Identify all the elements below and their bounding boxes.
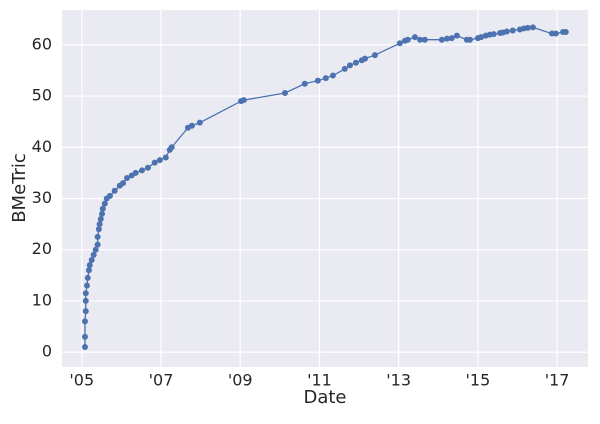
data-point [96,221,103,228]
y-tick-label: 50 [32,86,52,105]
x-tick-label: '09 [228,371,253,390]
data-point [188,122,195,129]
data-point [82,297,89,304]
data-point [156,157,163,164]
data-point [88,256,95,263]
data-point [421,36,428,43]
data-point [83,282,90,289]
data-point [453,32,460,39]
data-point [84,274,91,281]
data-point [478,34,485,41]
data-point [196,119,203,126]
data-point [132,169,139,176]
data-point [396,40,403,47]
data-point [90,251,97,258]
x-tick-label: '05 [69,371,94,390]
data-point [404,36,411,43]
data-point [240,97,247,104]
data-point [524,24,531,31]
x-tick-label: '15 [466,371,491,390]
data-point [95,226,102,233]
data-point [341,65,348,72]
data-point [111,187,118,194]
data-point [85,267,92,274]
data-point [81,344,88,351]
data-point [562,29,569,36]
x-tick-label: '07 [149,371,174,390]
y-tick-label: 60 [32,34,52,53]
data-point [362,55,369,62]
data-point [438,36,445,43]
y-tick-label: 0 [42,342,52,361]
data-point [94,241,101,248]
data-point [162,154,169,161]
data-point [490,31,497,38]
data-point [99,210,106,217]
data-point [81,318,88,325]
data-point [139,167,146,174]
data-point [503,28,510,35]
plot-area [62,10,588,367]
data-point [123,175,130,181]
data-point [352,59,359,66]
data-point [329,72,336,79]
data-point [448,35,455,42]
data-point [92,246,99,253]
x-axis-label: Date [303,387,346,408]
data-point [119,180,126,187]
data-point [86,262,93,269]
data-point [101,200,108,207]
data-point [99,205,106,212]
data-point [281,89,288,96]
data-point [346,62,353,69]
x-tick-label: '11 [307,371,332,390]
data-point [82,290,89,297]
y-tick-label: 10 [32,290,52,309]
data-point [94,233,101,240]
data-point [106,192,113,199]
y-tick-label: 40 [32,137,52,156]
data-point [97,215,104,222]
data-point [509,27,516,34]
y-tick-label: 20 [32,239,52,258]
data-point [443,35,450,42]
data-point [417,36,424,43]
data-point [144,164,151,171]
data-point [151,159,158,166]
data-point [301,80,308,87]
y-axis-label: BMeTric [9,153,30,223]
data-point [82,308,89,315]
x-tick-label: '17 [545,371,570,390]
data-point [314,77,321,84]
data-point [81,333,88,340]
data-point [529,24,536,31]
data-point [322,75,329,82]
data-point [411,34,418,41]
data-point [466,36,473,43]
data-point [371,52,378,59]
x-tick-label: '13 [386,371,411,390]
y-tick-label: 30 [32,188,52,207]
data-point [552,30,559,37]
data-point [168,144,175,151]
